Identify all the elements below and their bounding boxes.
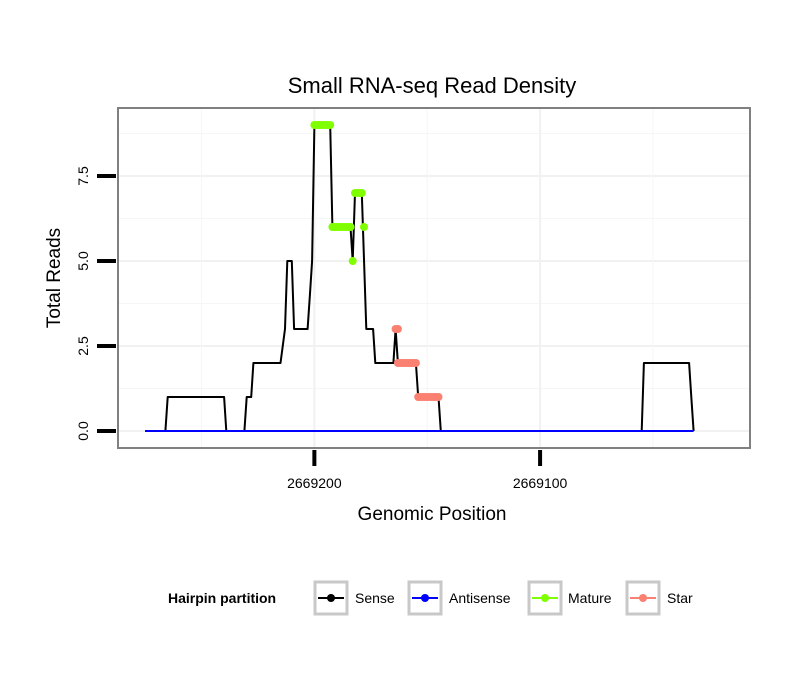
legend-label-1: Antisense (449, 590, 511, 606)
legend-label-3: Star (667, 590, 693, 606)
series-layer (145, 121, 695, 432)
star-point-1 (393, 325, 402, 333)
plot-panel (117, 107, 751, 449)
y-tick-label-1: 2.5 (75, 336, 91, 356)
star-point-10 (411, 359, 420, 367)
chart-title: Small RNA-seq Read Density (288, 73, 577, 98)
mature-point-16 (346, 223, 355, 231)
mature-point-22 (360, 223, 368, 231)
legend-title: Hairpin partition (168, 590, 276, 606)
mature-point-17 (348, 257, 357, 265)
y-axis-title: Total Reads (44, 228, 65, 328)
mature-point-7 (326, 121, 335, 129)
legend-label-0: Sense (355, 590, 395, 606)
y-tick-label-2: 5.0 (75, 251, 91, 271)
y-tick-label-0: 0.0 (75, 421, 91, 441)
x-axis: 2669200 2669100 (287, 450, 568, 491)
legend-key-dot-2 (541, 594, 549, 602)
legend-label-2: Mature (568, 590, 612, 606)
y-tick-label-3: 7.5 (75, 166, 91, 186)
legend-key-dot-1 (421, 594, 429, 602)
legend-key-dot-3 (639, 594, 647, 602)
legend-key-dot-0 (327, 594, 335, 602)
x-tick-label-1: 2669100 (513, 475, 568, 491)
x-tick-label-0: 2669200 (287, 475, 342, 491)
mature-point-21 (357, 189, 366, 197)
x-axis-title: Genomic Position (358, 504, 507, 525)
star-point-20 (434, 393, 443, 401)
y-axis: 0.0 2.5 5.0 7.5 (75, 166, 116, 441)
legend: Hairpin partition Sense Antisense Mature St… (168, 580, 693, 616)
